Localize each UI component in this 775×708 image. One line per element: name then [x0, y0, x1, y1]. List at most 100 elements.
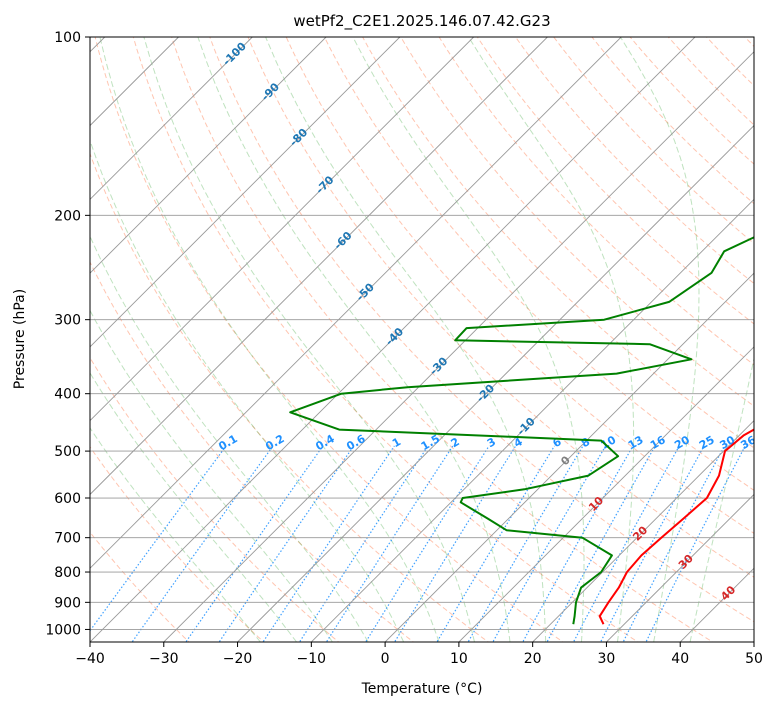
moist-adiabat: [265, 37, 547, 642]
mixing-ratio-label: 2: [449, 435, 462, 450]
mixing-ratio-label: 25: [697, 433, 717, 452]
x-tick-label: −10: [297, 651, 327, 667]
isotherm-line: [532, 420, 754, 642]
x-tick-label: 50: [745, 651, 763, 667]
mixing-ratio-line: [393, 445, 517, 642]
x-tick-label: −30: [149, 651, 179, 667]
y-tick-label: 200: [54, 208, 81, 224]
isotherm-line: [90, 37, 696, 642]
x-tick-label: 10: [450, 651, 468, 667]
y-tick-label: 900: [54, 595, 81, 611]
isotherm-line: [90, 37, 327, 274]
isotherm-label: -90: [259, 80, 282, 103]
mixing-ratio-label: 6: [550, 435, 563, 450]
isotherm-line: [90, 37, 253, 200]
y-tick-label: 700: [54, 531, 81, 547]
isotherm-line: [90, 37, 401, 348]
isotherm-label: -50: [354, 280, 377, 303]
isotherm-label: -20: [474, 381, 497, 404]
mixing-ratio-line: [298, 445, 429, 642]
mixing-ratio-line: [185, 445, 324, 642]
mixing-ratio-line: [572, 445, 680, 642]
isotherm-label: -100: [220, 39, 249, 68]
isotherm-label: -30: [427, 354, 450, 377]
plot-frame: [89, 36, 755, 643]
mixing-ratio-line: [599, 445, 705, 642]
y-tick-label: 800: [54, 565, 81, 581]
dry-adiabat: [247, 37, 754, 578]
x-tick-label: 0: [381, 651, 390, 667]
mixing-ratio-line: [364, 445, 490, 642]
x-tick-label: −40: [75, 651, 105, 667]
x-tick-label: 20: [524, 651, 542, 667]
moist-adiabat: [90, 371, 297, 642]
isotherm-line: [90, 37, 474, 422]
dewpoint-profile-line: [289, 236, 754, 625]
x-axis-label: Temperature (°C): [361, 681, 483, 697]
y-tick-label: 100: [54, 30, 81, 46]
x-tick-label: −20: [223, 651, 253, 667]
moist-adiabat: [90, 235, 369, 642]
dry-adiabat: [362, 37, 754, 449]
temperature-profile-line: [598, 428, 754, 625]
isotherm-line: [90, 37, 622, 569]
mixing-ratio-line: [131, 445, 274, 642]
isotherm-label: 30: [676, 552, 696, 572]
dry-adiabat: [171, 37, 714, 642]
dry-adiabat: [514, 37, 754, 285]
mixing-ratio-line: [622, 445, 726, 642]
dry-adiabat: [323, 37, 754, 491]
moist-adiabat: [689, 356, 754, 642]
mixing-ratio-line: [645, 445, 746, 642]
x-tick-label: 30: [598, 651, 616, 667]
dry-adiabat: [90, 356, 340, 642]
moist-adiabat: [197, 37, 511, 642]
isotherm-line: [90, 37, 548, 496]
isotherm-line: [679, 567, 754, 642]
dry-adiabat: [476, 37, 754, 325]
mixing-ratio-label: 10: [599, 433, 619, 452]
mixing-ratio-label: 0.2: [263, 432, 286, 453]
mixing-ratio-line: [546, 445, 656, 642]
moist-adiabat: [468, 37, 635, 642]
dry-adiabat: [132, 37, 639, 642]
dry-adiabat: [90, 446, 265, 642]
dry-adiabat: [90, 152, 490, 642]
dry-adiabat: [438, 37, 754, 366]
dry-adiabat: [285, 37, 754, 534]
isotherm-line: [311, 198, 754, 642]
moist-adiabat: [99, 37, 440, 642]
dry-adiabat: [705, 37, 754, 87]
isotherm-line: [753, 641, 754, 642]
dry-adiabat: [667, 37, 754, 126]
y-tick-label: 600: [54, 491, 81, 507]
isotherm-label: -80: [287, 126, 310, 149]
mixing-ratio-label: 13: [626, 433, 646, 452]
mixing-ratio-label: 20: [672, 433, 692, 452]
dry-adiabat: [90, 260, 415, 642]
dry-adiabat: [90, 531, 190, 642]
moist-adiabat: [90, 309, 333, 642]
mixing-ratio-line: [262, 445, 395, 642]
isotherm-label: 20: [630, 523, 650, 543]
moist-adiabat: [90, 427, 261, 642]
moist-adiabat: [143, 37, 475, 642]
isotherm-label: 40: [718, 583, 738, 603]
mixing-ratio-line: [90, 445, 227, 632]
y-tick-label: 500: [54, 444, 81, 460]
isotherm-line: [163, 51, 754, 642]
mixing-ratio-label: 0.6: [344, 432, 368, 453]
y-tick-label: 400: [54, 387, 81, 403]
mixing-ratio-label: 36: [738, 433, 758, 452]
moist-adiabat: [352, 37, 585, 642]
mixing-ratio-label: 0.4: [313, 432, 337, 453]
isotherm-line: [237, 124, 754, 642]
y-axis-label: Pressure (hPa): [12, 289, 28, 389]
chart-title: wetPf2_C2E1.2025.146.07.42.G23: [293, 12, 550, 31]
x-tick-label: 40: [671, 651, 689, 667]
y-tick-label: 300: [54, 313, 81, 329]
mixing-ratio-label: 3: [485, 435, 498, 450]
isotherm-label: -10: [515, 415, 538, 438]
isotherm-label: -60: [331, 229, 354, 252]
mixing-ratio-line: [325, 445, 454, 642]
